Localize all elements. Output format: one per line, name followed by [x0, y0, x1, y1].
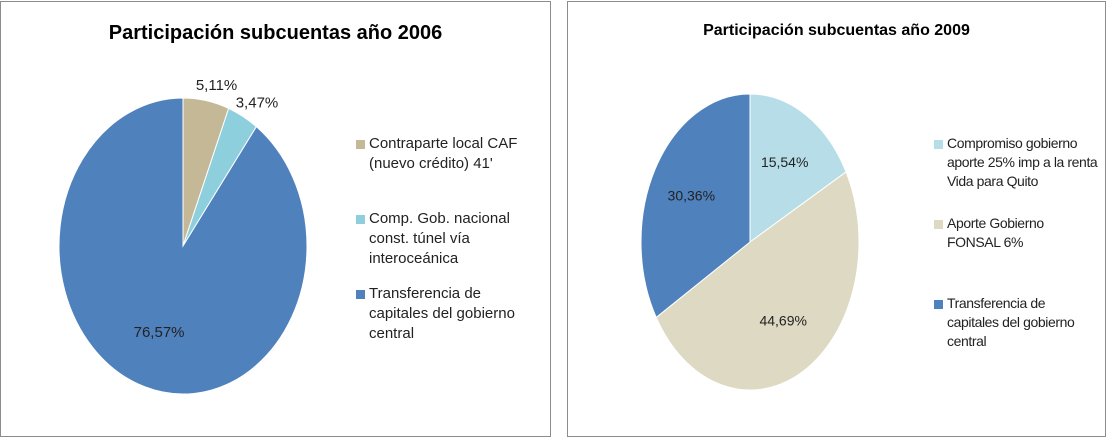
legend-label: Compromiso gobierno aporte 25% imp a la …	[947, 135, 1098, 189]
pie: 15,54% 44,69% 30,36%	[640, 93, 860, 391]
legend-label: Comp. Gob. nacional const. túnel vía int…	[369, 210, 510, 267]
data-label: 5,11%	[196, 77, 237, 94]
legend-swatch	[356, 140, 365, 149]
data-label: 30,36%	[668, 187, 715, 203]
data-label: 76,57%	[134, 324, 185, 341]
legend-item: Transferencia de capitales del gobierno …	[356, 284, 541, 359]
legend-label: Contraparte local CAF (nuevo crédito) 41…	[369, 135, 518, 172]
chart-title: Participación subcuentas año 2006	[108, 22, 443, 44]
legend-label: Transferencia de capitales del gobierno …	[947, 295, 1075, 349]
legend-item: Transferencia de capitales del gobierno …	[934, 294, 1099, 374]
legend: Contraparte local CAF (nuevo crédito) 41…	[356, 134, 541, 359]
legend-swatch	[934, 140, 943, 149]
pie: 5,11%3,47% 76,57%	[58, 77, 308, 395]
chart-panel: Participación subcuentas año 2006 5,11% 3…	[0, 1, 551, 437]
chart-panel: Participación subcuentas año 2009 15,54%…	[567, 1, 1106, 437]
legend-swatch	[356, 290, 365, 299]
legend-swatch	[356, 215, 365, 224]
legend-swatch	[934, 220, 943, 229]
legend-label: Aporte Gobierno FONSAL 6%	[947, 215, 1044, 250]
data-label: 3,47%	[236, 94, 279, 111]
pie-slice	[640, 93, 751, 319]
legend-item: Comp. Gob. nacional const. túnel vía int…	[356, 209, 541, 284]
pie-slice	[58, 97, 308, 395]
legend-item: Compromiso gobierno aporte 25% imp a la …	[934, 134, 1099, 214]
legend-label: Transferencia de capitales del gobierno …	[369, 285, 515, 342]
legend: Compromiso gobierno aporte 25% imp a la …	[934, 134, 1099, 374]
pie-slice	[655, 171, 860, 391]
data-label: 15,54%	[761, 154, 808, 170]
legend-item: Aporte Gobierno FONSAL 6%	[934, 214, 1099, 294]
data-label: 44,69%	[759, 313, 806, 329]
chart-title: Participación subcuentas año 2009	[703, 22, 970, 39]
pie-slice	[749, 93, 847, 243]
legend-swatch	[934, 300, 943, 309]
legend-item: Contraparte local CAF (nuevo crédito) 41…	[356, 134, 541, 209]
